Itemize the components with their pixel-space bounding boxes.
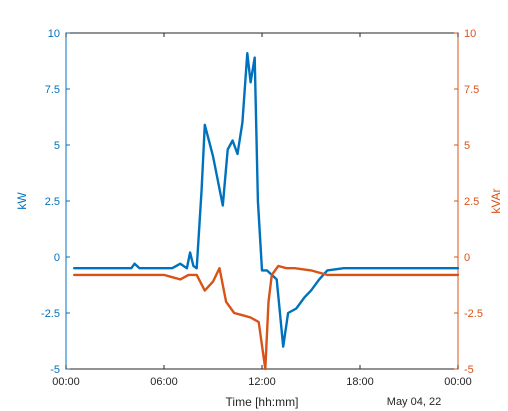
left-tick-label: 10 [48,28,60,40]
right-tick-label: -2.5 [464,308,483,320]
right-tick-label: 2.5 [464,196,479,208]
x-tick-label: 06:00 [150,376,178,388]
right-tick-label: -5 [464,364,474,376]
kw-series-line [72,52,460,348]
left-tick-label: 5 [54,140,60,152]
left-tick-label: 2.5 [45,196,60,208]
right-tick-label: 10 [464,28,476,40]
x-tick-label: 18:00 [346,376,374,388]
x-axis-ticks: 00:00 06:00 12:00 18:00 00:00 [52,33,472,388]
right-axis-ticks: -5 -2.5 0 2.5 5 7.5 10 [454,28,483,376]
date-label: May 04, 22 [387,396,441,408]
left-tick-label: 0 [54,252,60,264]
x-tick-label: 12:00 [248,376,276,388]
kvar-series-line [72,264,460,371]
left-axis-label: kW [15,192,29,210]
left-axis-ticks: -5 -2.5 0 2.5 5 7.5 10 [41,28,70,376]
x-tick-label: 00:00 [444,376,472,388]
x-tick-label: 00:00 [52,376,80,388]
right-tick-label: 0 [464,252,470,264]
left-tick-label: -5 [50,364,60,376]
right-axis-label: kVAr [489,188,503,213]
x-axis-label: Time [hh:mm] [226,395,299,409]
right-tick-label: 7.5 [464,84,479,96]
right-tick-label: 5 [464,140,470,152]
series-layer [72,52,460,371]
left-tick-label: -2.5 [41,308,60,320]
left-tick-label: 7.5 [45,84,60,96]
